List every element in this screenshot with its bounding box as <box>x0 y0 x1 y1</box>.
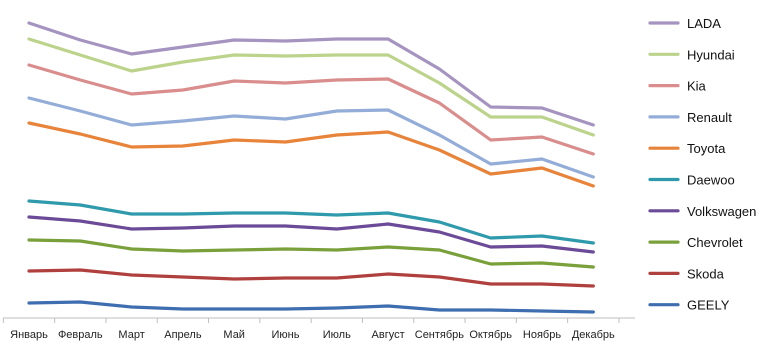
x-tick-label: Май <box>223 329 245 341</box>
legend-item: Skoda <box>648 266 725 281</box>
x-tick-label: Июнь <box>272 329 300 341</box>
legend-label: Kia <box>687 79 707 94</box>
x-tick-label: Ноябрь <box>523 329 561 341</box>
series-skoda <box>27 268 595 288</box>
legend: LADA Hyundai Kia Renault Toyota Daewoo Volkswa… <box>648 16 756 313</box>
series-layer <box>27 21 595 314</box>
series-line <box>27 199 595 245</box>
series-line <box>27 63 595 156</box>
legend-item: Kia <box>648 79 707 94</box>
legend-item: Hyundai <box>648 47 735 62</box>
series-line <box>27 268 595 288</box>
x-axis: Январь Февраль Март Апрель Май Июнь Июль Август… <box>2 317 635 341</box>
legend-item: Volkswagen <box>648 204 756 219</box>
series-line <box>27 300 595 314</box>
series-line <box>27 96 595 179</box>
series-lada <box>27 21 595 127</box>
legend-item: Toyota <box>648 141 726 156</box>
legend-item: Chevrolet <box>648 235 743 250</box>
legend-label: GEELY <box>687 298 730 313</box>
series-hyundai <box>27 37 595 137</box>
legend-label: Volkswagen <box>687 204 756 219</box>
series-line <box>27 121 595 188</box>
x-tick-label: Декабрь <box>572 329 615 341</box>
series-renault <box>27 96 595 179</box>
legend-label: LADA <box>687 16 721 31</box>
legend-label: Chevrolet <box>687 235 743 250</box>
legend-item: LADA <box>648 16 721 31</box>
series-geely <box>27 300 595 314</box>
series-line <box>27 238 595 269</box>
x-tick-label: Август <box>372 329 405 341</box>
series-kia <box>27 63 595 156</box>
series-chevrolet <box>27 238 595 269</box>
x-tick-label: Октябрь <box>469 329 512 341</box>
legend-item: Daewoo <box>648 173 735 188</box>
legend-label: Toyota <box>687 141 726 156</box>
x-tick-label: Январь <box>10 329 48 341</box>
x-tick-label: Сентябрь <box>415 329 465 341</box>
series-toyota <box>27 121 595 188</box>
legend-label: Daewoo <box>687 173 735 188</box>
legend-item: GEELY <box>648 298 730 313</box>
x-tick-label: Март <box>118 329 144 341</box>
series-line <box>27 37 595 137</box>
x-tick-label: Июль <box>323 329 351 341</box>
series-volkswagen <box>27 215 595 254</box>
legend-label: Hyundai <box>687 47 735 62</box>
legend-item: Renault <box>648 110 732 125</box>
series-line <box>27 215 595 254</box>
x-tick-label: Февраль <box>58 329 103 341</box>
x-tick-label: Апрель <box>164 329 202 341</box>
series-line <box>27 21 595 127</box>
legend-label: Renault <box>687 110 732 125</box>
series-daewoo <box>27 199 595 245</box>
legend-label: Skoda <box>687 266 725 281</box>
